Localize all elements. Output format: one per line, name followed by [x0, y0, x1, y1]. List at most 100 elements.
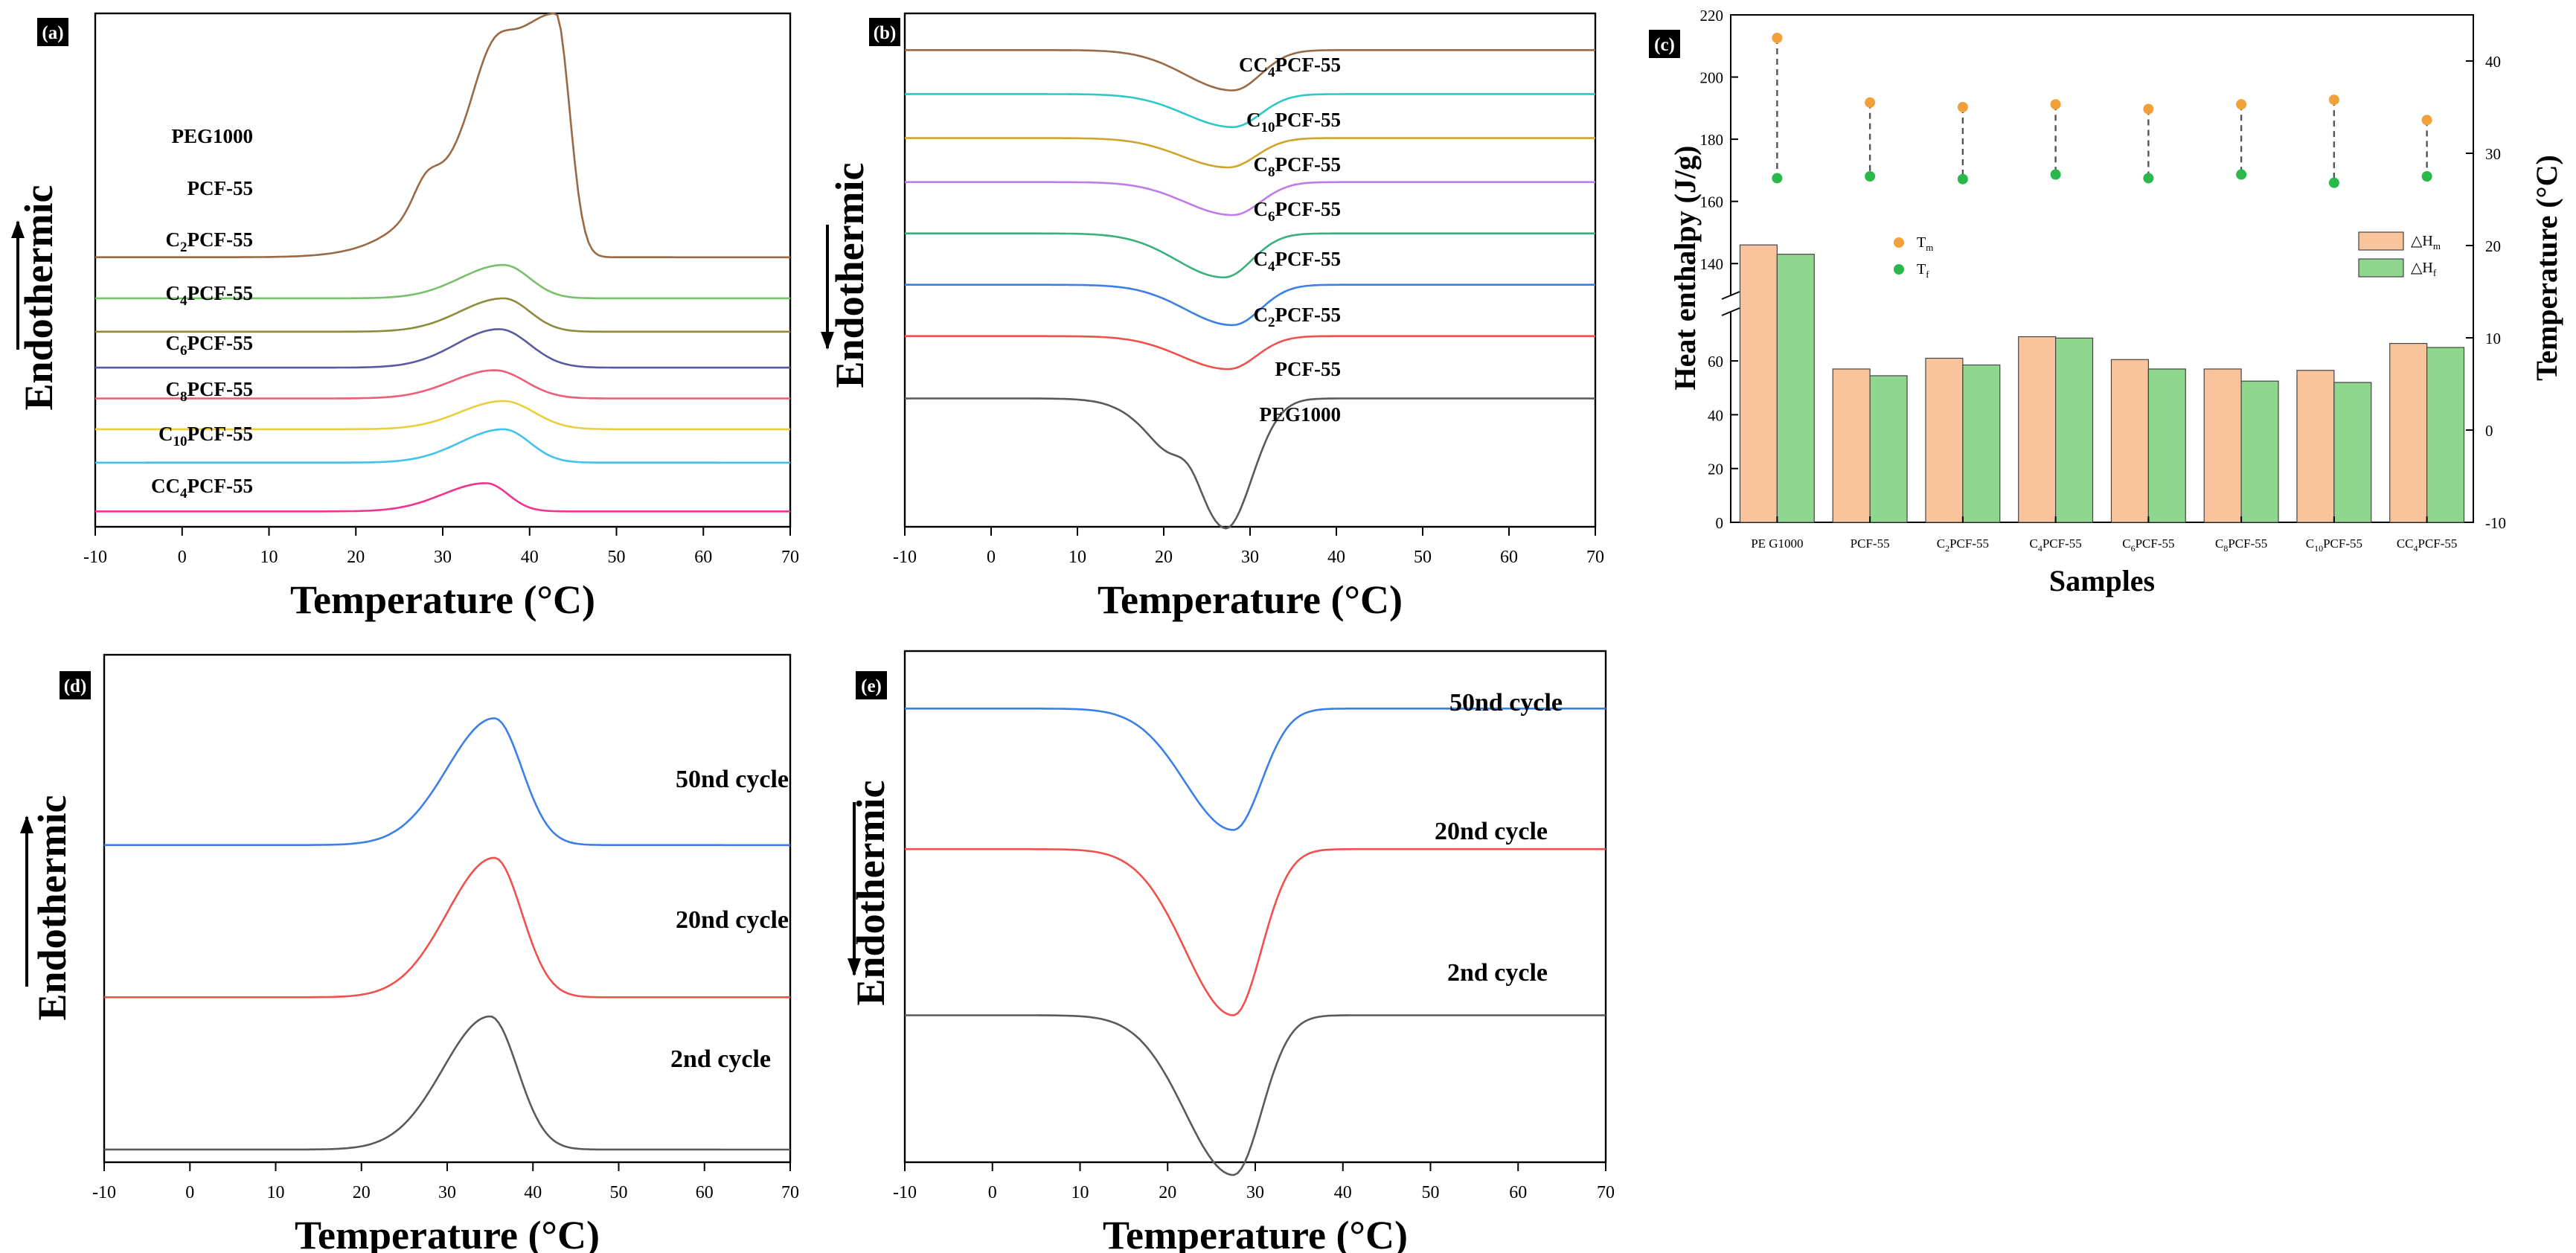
- label-suffix: PCF-55: [1275, 198, 1341, 220]
- curve-label: 50nd cycle: [676, 766, 789, 793]
- label-subscript: 6: [2131, 543, 2136, 554]
- label-prefix: CC: [2397, 536, 2414, 551]
- point-Tf: [1772, 173, 1783, 184]
- curve-label: C4PCF-55: [1254, 248, 1341, 275]
- arrow-head: [848, 958, 861, 976]
- panel-tag-box: [37, 18, 68, 46]
- legend-subscript: f: [2433, 267, 2437, 278]
- y2-axis-title: Temperature (°C): [2530, 155, 2563, 381]
- label-suffix: PCF-55: [2136, 536, 2175, 551]
- x-axis-title: Temperature (°C): [295, 1213, 600, 1253]
- x-tick-label: C8PCF-55: [2215, 536, 2267, 554]
- point-Tm: [2050, 99, 2061, 110]
- bar-dHf: [1776, 254, 1815, 523]
- label-subscript: 6: [1268, 209, 1275, 225]
- curve-label: C8PCF-55: [1254, 153, 1341, 180]
- x-axis-title: Samples: [2049, 564, 2155, 597]
- y-tick-label: 20: [1708, 461, 1723, 478]
- y2-tick-label: 0: [2485, 422, 2493, 440]
- x-tick-label: 60: [694, 548, 712, 567]
- x-tick-label: 20: [347, 548, 365, 567]
- x-tick-label: 50: [1422, 1183, 1440, 1202]
- point-Tf: [1865, 171, 1876, 182]
- label-suffix: PCF-55: [1275, 304, 1341, 326]
- y-axis-title: Endothermic: [30, 795, 74, 1021]
- series-line-50nd-cycle: [905, 707, 1606, 831]
- x-tick-label: C4PCF-55: [2029, 536, 2081, 554]
- label-subscript: 4: [1268, 259, 1275, 275]
- panel-tag: (d): [60, 671, 91, 699]
- x-tick-label: PCF-55: [1851, 536, 1890, 551]
- x-tick-label: 10: [260, 548, 278, 567]
- point-Tf: [2050, 169, 2061, 180]
- label-suffix: PCF-55: [188, 228, 253, 251]
- panel-a: (a) -10 0 10 20 30 40 50 60 70 Temperature (°C) End…: [11, 12, 799, 622]
- series-line-C8PCF-55: [905, 137, 1595, 169]
- point-Tf: [2236, 169, 2247, 180]
- x-tick-label: 10: [267, 1183, 285, 1202]
- x-tick-label: 10: [1071, 1183, 1089, 1202]
- x-tick-label: 60: [1500, 548, 1518, 567]
- curve-label: 2nd cycle: [1447, 959, 1548, 987]
- label-subscript: 4: [180, 486, 188, 501]
- arrow-head: [11, 220, 25, 238]
- x-tick-label: 40: [1334, 1183, 1352, 1202]
- point-Tm: [1865, 97, 1876, 108]
- label-prefix: PE G1000: [1751, 536, 1803, 551]
- curve-label: C2PCF-55: [1254, 304, 1341, 330]
- x-tick-label: -10: [92, 1183, 116, 1202]
- series-line-C6PCF-55: [905, 181, 1595, 217]
- label-subscript: 6: [180, 343, 188, 359]
- label-subscript: 4: [1268, 65, 1275, 80]
- label-suffix: PCF-55: [1949, 536, 1989, 551]
- label-suffix: PCF-55: [188, 423, 253, 445]
- legend-swatch: [2358, 231, 2404, 251]
- legend-label: Tm: [1917, 234, 1933, 253]
- bar-dHf: [2055, 337, 2094, 523]
- x-tick-label: 40: [1327, 548, 1345, 567]
- panel-b: (b) -10 0 10 20 30 40 50 60 70 Temperature (°C) End…: [821, 12, 1604, 622]
- break-gap: [1722, 296, 1740, 311]
- panel-tag-box: [60, 671, 91, 699]
- legend-subscript: m: [2433, 240, 2441, 251]
- bar-dHm: [2296, 370, 2335, 523]
- label-subscript: 4: [2414, 543, 2418, 554]
- legend-label: △Hf: [2411, 260, 2437, 278]
- series-line-PEG1000: [95, 12, 790, 259]
- label-suffix: PCF-55: [2418, 536, 2458, 551]
- x-tick-label: 70: [781, 1183, 799, 1202]
- label-subscript: 8: [1268, 164, 1275, 180]
- x-tick-label: PE G1000: [1751, 536, 1803, 551]
- x-tick-label: 70: [1597, 1183, 1615, 1202]
- curve-label: C10PCF-55: [1246, 109, 1341, 135]
- bar-dHf: [2426, 347, 2465, 523]
- x-tick-label: 10: [1068, 548, 1086, 567]
- series-line-C10PCF-55: [905, 93, 1595, 129]
- label-prefix: C: [1937, 536, 1945, 551]
- curve-label: C4PCF-55: [166, 282, 253, 309]
- label-suffix: PCF-55: [2042, 536, 2082, 551]
- curve-label: 20nd cycle: [676, 906, 789, 934]
- curve-label: C6PCF-55: [1254, 198, 1341, 225]
- y2-tick-label: 20: [2485, 237, 2501, 255]
- series-line-CC4PCF-55: [905, 49, 1595, 92]
- legend-label: △Hm: [2411, 233, 2441, 251]
- series-line-C8PCF-55: [95, 400, 790, 431]
- bar-dHf: [2333, 382, 2372, 523]
- series-line-C6PCF-55: [95, 369, 790, 400]
- x-tick-label: -10: [893, 548, 917, 567]
- label-suffix: PCF-55: [188, 475, 253, 497]
- label-prefix: CC: [151, 475, 180, 497]
- y2-tick-label: 10: [2485, 330, 2501, 347]
- legend-marker: [1894, 237, 1904, 248]
- label-prefix: C: [2122, 536, 2130, 551]
- curve-label: CC4PCF-55: [151, 475, 253, 501]
- arrow-up-icon: [20, 815, 33, 987]
- label-prefix: C: [2306, 536, 2314, 551]
- break-line: [1721, 291, 1740, 300]
- x-tick-label: C10PCF-55: [2306, 536, 2362, 554]
- series-line-20nd-cycle: [905, 847, 1606, 1016]
- arrow-down-icon: [821, 225, 834, 350]
- x-tick-label: 20: [1155, 548, 1173, 567]
- panel-tag-label: (c): [1654, 35, 1675, 55]
